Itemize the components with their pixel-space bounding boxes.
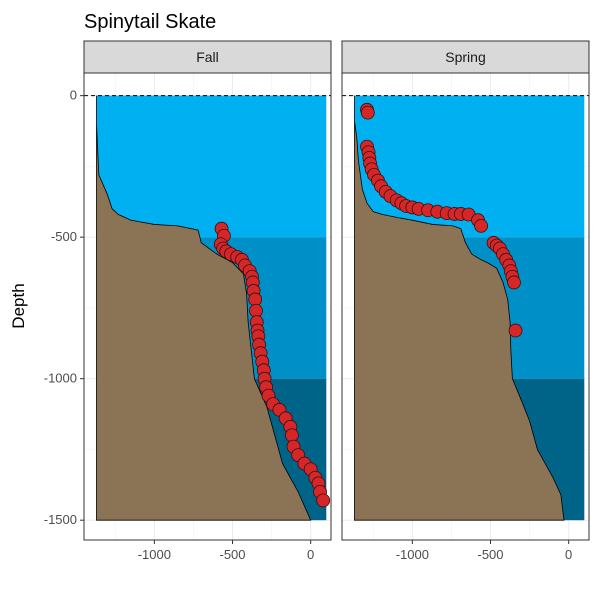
data-point: [285, 428, 299, 443]
x-tick-label: -1000: [138, 547, 171, 562]
facet-fall: Fall -1000 -500 0: [83, 40, 332, 562]
facet-spring: Spring -1000 -500 0: [341, 40, 590, 562]
data-point: [508, 323, 523, 338]
y-tick-label: -500: [51, 229, 77, 244]
x-axis-ticks: -1000 -500 0: [396, 540, 572, 562]
x-tick-label: -1000: [396, 547, 429, 562]
y-axis-label: Depth: [9, 283, 28, 328]
y-tick-label: -1500: [44, 512, 77, 527]
data-point: [316, 493, 331, 508]
x-tick-label: -500: [477, 547, 503, 562]
data-point: [474, 218, 489, 233]
y-tick-label: -1000: [44, 371, 77, 386]
x-tick-label: 0: [307, 547, 314, 562]
facet-panels: Fall -1000 -500 0 Spring -1000 -500 0: [83, 40, 590, 562]
data-points: [213, 221, 331, 508]
data-points: [360, 102, 523, 338]
seabed-shape: [354, 95, 565, 521]
x-axis-ticks: -1000 -500 0: [138, 540, 314, 562]
facet-strip: [83, 40, 332, 74]
facet-strip-label: Fall: [196, 49, 219, 65]
y-axis: 0 -500 -1000 -1500: [44, 88, 84, 527]
data-point: [507, 275, 521, 290]
depth-zone-1: [96, 95, 327, 238]
x-tick-label: -500: [219, 547, 245, 562]
chart-title: Spinytail Skate: [84, 11, 216, 33]
seabed-shape: [96, 95, 312, 521]
x-tick-label: 0: [565, 547, 572, 562]
data-point: [360, 105, 375, 120]
facet-strip: [341, 40, 590, 74]
facet-strip-label: Spring: [445, 49, 485, 65]
y-tick-label: 0: [70, 88, 77, 103]
